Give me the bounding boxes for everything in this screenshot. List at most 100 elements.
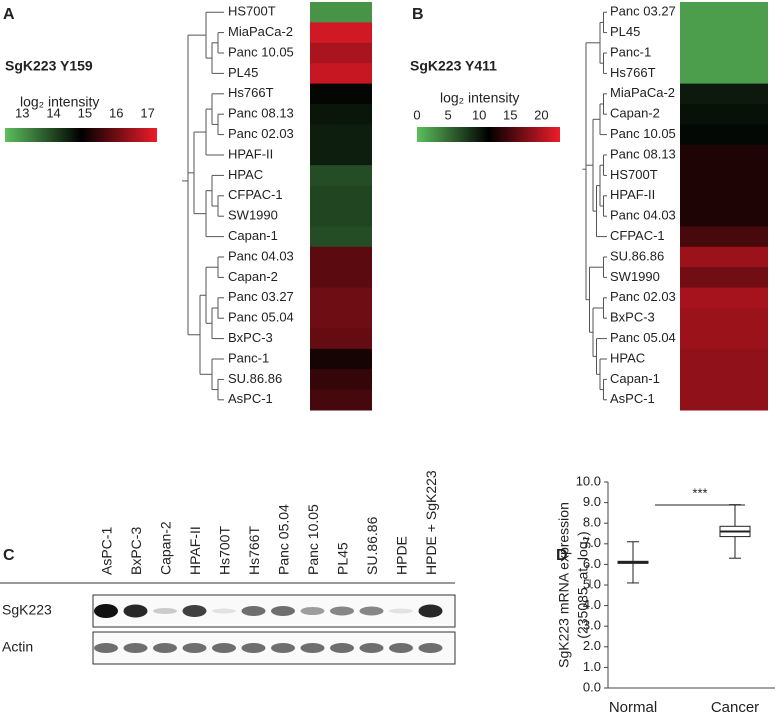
heatmap-cell [680,389,768,411]
row-label: HPAF-II [610,187,655,202]
colorbar-tick-label: 0 [413,107,420,122]
heatmap-cell [310,165,372,187]
heatmap-cell [310,308,372,329]
lane-label: HPDE [394,536,410,575]
heatmap-cell [680,226,768,248]
heatmap-cell [680,348,768,370]
heatmap-cell [310,328,372,350]
y-tick-label: 2.0 [583,638,601,653]
row-label: Hs766T [228,85,274,100]
colorbar-tick-label: 13 [15,105,29,120]
row-label: Panc 02.03 [610,289,676,304]
lane-label: HPDE + SgK223 [423,470,439,575]
y-tick-label: 3.0 [583,618,601,633]
row-label: Panc 03.27 [610,4,676,19]
row-label: Panc 10.05 [610,126,676,141]
row-label: Panc-1 [610,44,651,59]
heatmap-cell [680,246,768,268]
row-label: SW1990 [228,208,278,223]
row-label: SU.86.86 [228,371,282,386]
annotation: *** [692,485,707,500]
colorbar-tick-label: 15 [503,107,517,122]
heatmap-cell [680,42,768,64]
colorbar-tick-label: 20 [534,107,548,122]
lane-label: Capan-2 [158,521,174,575]
lane-label: Hs700T [217,526,233,575]
heatmap-cell [680,308,768,329]
lane-label: Panc 05.04 [276,504,292,575]
panel-label: B [412,6,424,23]
colorbar [417,127,560,142]
band [182,643,207,653]
colorbar-tick-label: 5 [444,107,451,122]
chart-title: SgK223 Y411 [410,58,497,74]
lane-label: HPAF-II [187,526,203,575]
band [300,643,325,653]
lane-label: PL45 [335,542,351,575]
heatmap-cell [680,165,768,187]
heatmap-cell [680,267,768,289]
heatmap-cell [310,267,372,289]
band [241,643,266,653]
band [212,643,236,653]
x-tick-label: Cancer [711,699,759,716]
row-label: Panc-1 [228,350,269,365]
heatmap-cell [310,287,372,309]
band [153,643,177,653]
colorbar [5,128,157,142]
y-tick-label: 8.0 [583,515,601,530]
row-label: SU.86.86 [610,248,664,263]
y-tick-label: 0.0 [583,679,601,694]
row-label: Capan-1 [610,371,660,386]
band [418,604,443,618]
colorbar-tick-label: 16 [109,105,123,120]
band [330,606,354,616]
row-label: Capan-1 [228,228,278,243]
row-label: BxPC-3 [228,330,273,345]
heatmap-cell [680,124,768,146]
lane-label: Hs766T [246,526,262,575]
band [241,606,266,616]
row-label: HPAF-II [228,146,273,161]
heatmap-cell [310,246,372,268]
y-axis-label: SgK223 mRNA expression [556,502,572,668]
heatmap-cell [310,369,372,391]
row-label: SgK223 [2,602,52,618]
colorbar-tick-label: 15 [78,105,92,120]
row-label: MiaPaCa-2 [228,24,293,39]
chart-title: SgK223 Y159 [5,58,93,74]
heatmap-cell [310,22,372,44]
row-label: Panc 08.13 [610,146,676,161]
heatmap-cell [680,328,768,350]
y-tick-label: 5.0 [583,576,601,591]
row-label: Panc 10.05 [228,44,294,59]
band [123,643,148,653]
colorbar-tick-label: 10 [472,107,486,122]
band [389,643,413,653]
band [330,643,354,653]
heatmap-cell [310,348,372,370]
band [271,643,295,653]
heatmap-cell [680,185,768,207]
row-label: Panc 04.03 [228,248,294,263]
heatmap-cell [310,83,372,105]
lane-label: Panc 10.05 [305,504,321,575]
band [212,608,236,614]
band [94,643,118,653]
y-tick-label: 7.0 [583,535,601,550]
row-label: PL45 [228,65,258,80]
y-tick-label: 4.0 [583,597,601,612]
heatmap-cell [310,63,372,85]
row-label: Panc 05.04 [610,330,676,345]
row-label: AsPC-1 [228,391,273,406]
colorbar-tick-label: 14 [46,105,60,120]
band [182,605,207,617]
lane-label: BxPC-3 [128,527,144,575]
colorbar-label: log₂ intensity [440,90,519,106]
row-label: MiaPaCa-2 [610,85,675,100]
heatmap-cell [310,389,372,411]
x-tick-label: Normal [609,699,657,716]
heatmap-cell [680,287,768,309]
row-label: Capan-2 [228,269,278,284]
colorbar-tick-label: 17 [140,105,154,120]
